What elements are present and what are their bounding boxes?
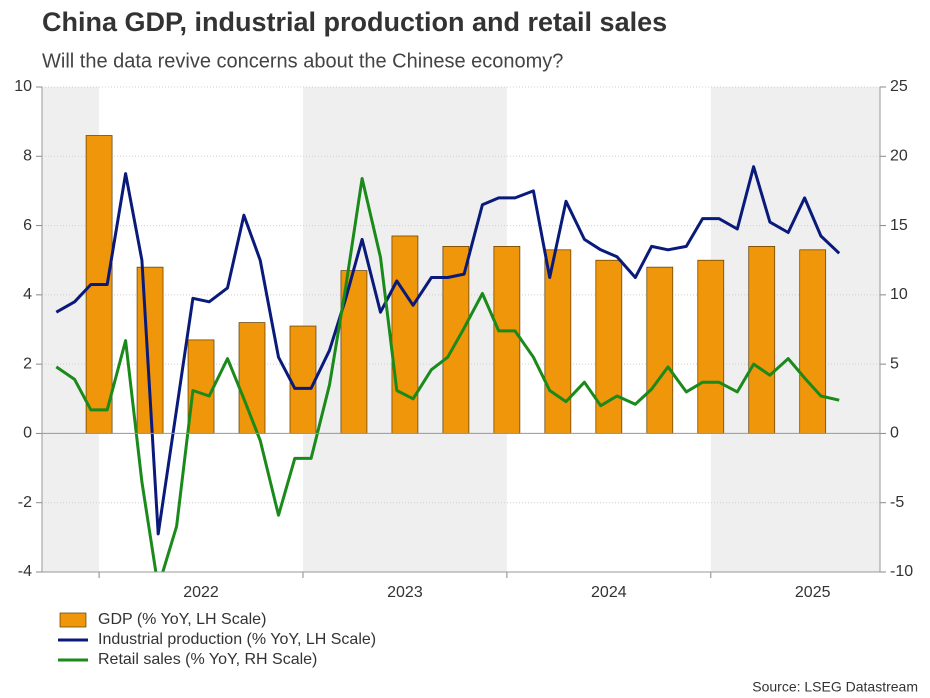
- bar: [799, 249, 827, 434]
- x-tick-label: 2025: [795, 584, 831, 601]
- bar: [493, 246, 521, 434]
- y2-tick-label: 25: [890, 78, 908, 95]
- y-tick-label: 6: [23, 217, 32, 234]
- y-tick-label: -4: [18, 563, 32, 580]
- source: Source: LSEG Datastream: [752, 679, 918, 695]
- x-tick-label: 2024: [591, 584, 627, 601]
- x-tick-label: 2023: [387, 584, 423, 601]
- legend-label: Industrial production (% YoY, LH Scale): [98, 631, 376, 648]
- year-band: [710, 87, 880, 572]
- bar: [697, 259, 725, 434]
- legend: GDP (% YoY, LH Scale) Industrial producti…: [58, 611, 376, 668]
- y-tick-label: 10: [14, 78, 32, 95]
- bar: [595, 259, 623, 434]
- plot-area: [55, 135, 841, 572]
- y-tick-label: 2: [23, 355, 32, 372]
- bar: [187, 339, 215, 434]
- y-tick-label: -2: [18, 494, 32, 511]
- y2-tick-label: 10: [890, 286, 908, 303]
- line: [55, 177, 840, 572]
- y2-tick-label: 0: [890, 425, 899, 442]
- y2-tick-label: -5: [890, 494, 904, 511]
- x-tick-label: 2022: [183, 584, 219, 601]
- chart-subtitle: Will the data revive concerns about the …: [42, 50, 563, 72]
- bar: [289, 325, 317, 434]
- bar: [646, 266, 674, 434]
- y2-tick-label: -10: [890, 563, 913, 580]
- bar: [391, 235, 419, 434]
- legend-label: GDP (% YoY, LH Scale): [98, 611, 266, 628]
- y2-tick-label: 20: [890, 148, 908, 165]
- y-tick-label: 8: [23, 148, 32, 165]
- chart-title: China GDP, industrial production and ret…: [42, 7, 667, 37]
- y2-tick-label: 15: [890, 217, 908, 234]
- legend-label: Retail sales (% YoY, RH Scale): [98, 651, 317, 668]
- y-tick-label: 4: [23, 286, 32, 303]
- y-tick-label: 0: [23, 425, 32, 442]
- legend-swatch: [59, 612, 87, 628]
- line: [55, 165, 841, 536]
- bar: [748, 246, 776, 434]
- y2-tick-label: 5: [890, 355, 899, 372]
